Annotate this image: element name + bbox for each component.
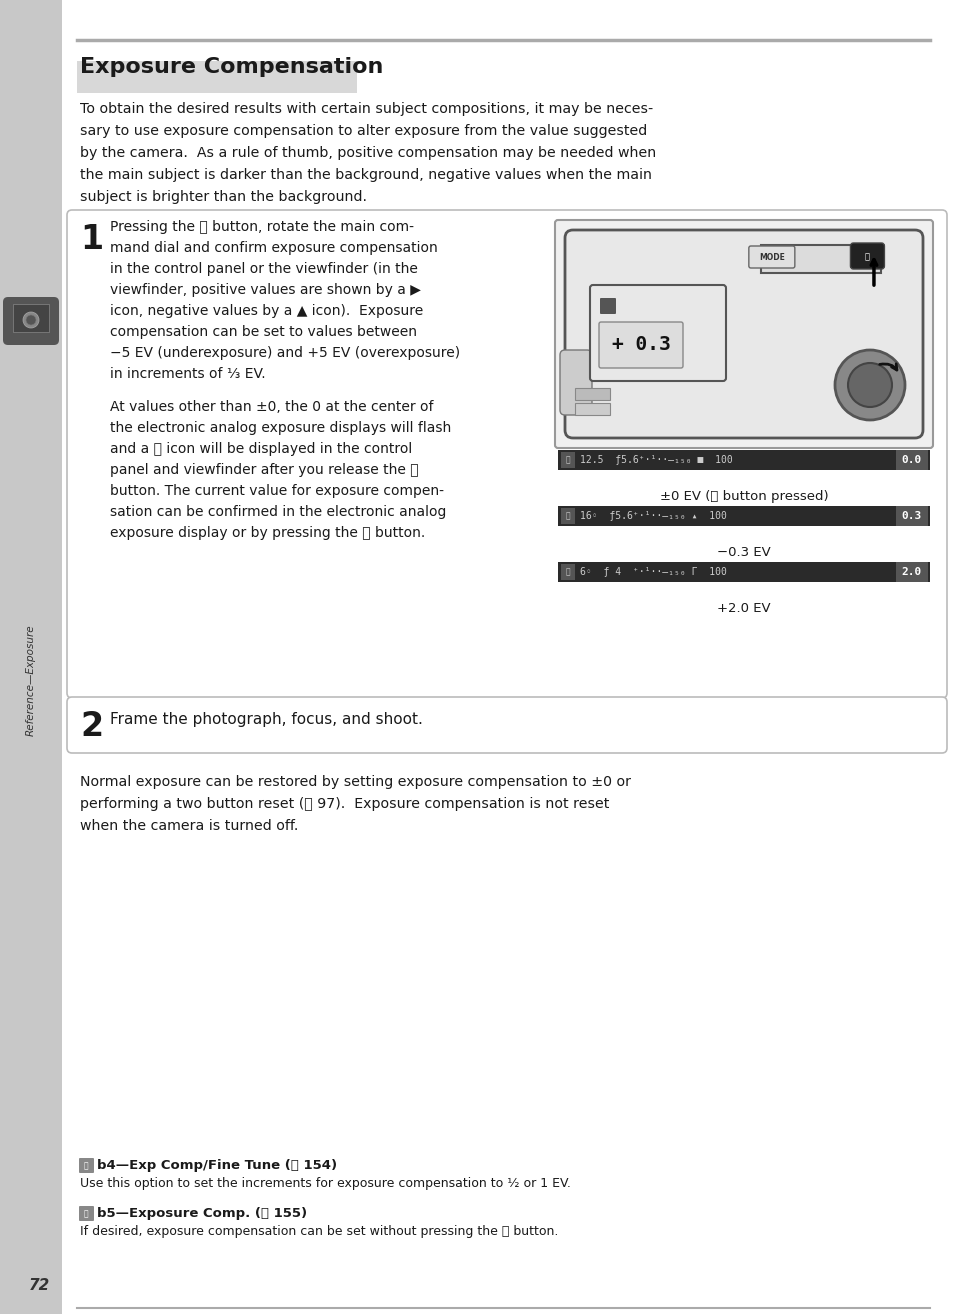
Bar: [560, 564, 575, 579]
Text: 6◦  ƒ 4  ⁺·¹··–₁₅₀ Γ  100: 6◦ ƒ 4 ⁺·¹··–₁₅₀ Γ 100: [579, 568, 726, 577]
Bar: [0, 0, 62, 1314]
Text: viewfinder, positive values are shown by a ▶: viewfinder, positive values are shown by…: [110, 283, 420, 297]
Bar: [560, 509, 575, 524]
Circle shape: [26, 315, 36, 325]
Text: ⓪: ⓪: [84, 1162, 89, 1171]
Text: sation can be confirmed in the electronic analog: sation can be confirmed in the electroni…: [110, 505, 446, 519]
Text: If desired, exposure compensation can be set without pressing the ⓪ button.: If desired, exposure compensation can be…: [80, 1225, 558, 1238]
Text: MODE: MODE: [758, 254, 784, 263]
Bar: [895, 506, 927, 526]
Text: 0.0: 0.0: [901, 455, 922, 465]
Text: Normal exposure can be restored by setting exposure compensation to ±0 or: Normal exposure can be restored by setti…: [80, 775, 630, 788]
FancyBboxPatch shape: [598, 322, 682, 368]
Text: compensation can be set to values between: compensation can be set to values betwee…: [110, 325, 416, 339]
Bar: [13, 304, 49, 332]
Text: by the camera.  As a rule of thumb, positive compensation may be needed when: by the camera. As a rule of thumb, posit…: [80, 146, 656, 160]
Bar: [895, 562, 927, 582]
Text: −0.3 EV: −0.3 EV: [717, 547, 770, 558]
Text: + 0.3: + 0.3: [611, 335, 670, 353]
Text: icon, negative values by a ▲ icon).  Exposure: icon, negative values by a ▲ icon). Expo…: [110, 304, 423, 318]
Text: b4—Exp Comp/Fine Tune (⓪ 154): b4—Exp Comp/Fine Tune (⓪ 154): [97, 1159, 336, 1172]
Bar: [560, 452, 575, 468]
Bar: [558, 449, 929, 470]
Text: the electronic analog exposure displays will flash: the electronic analog exposure displays …: [110, 420, 451, 435]
FancyBboxPatch shape: [599, 298, 616, 314]
Bar: [575, 388, 609, 399]
FancyBboxPatch shape: [67, 210, 946, 698]
Text: 12.5  ƒ5.6⁺·¹··–₁₅₀ ■  100: 12.5 ƒ5.6⁺·¹··–₁₅₀ ■ 100: [579, 455, 732, 465]
Text: Frame the photograph, focus, and shoot.: Frame the photograph, focus, and shoot.: [110, 712, 422, 727]
Text: 2.0: 2.0: [901, 568, 922, 577]
Bar: [895, 449, 927, 470]
Bar: [77, 60, 356, 93]
FancyBboxPatch shape: [67, 696, 946, 753]
Text: ⓪: ⓪: [565, 511, 570, 520]
Text: Exposure Compensation: Exposure Compensation: [80, 57, 383, 78]
Text: b5—Exposure Comp. (⓪ 155): b5—Exposure Comp. (⓪ 155): [97, 1208, 307, 1219]
Bar: [760, 244, 880, 273]
FancyBboxPatch shape: [555, 219, 932, 448]
Bar: [575, 403, 609, 415]
Text: in the control panel or the viewfinder (in the: in the control panel or the viewfinder (…: [110, 261, 417, 276]
Text: ⓪: ⓪: [565, 568, 570, 577]
Text: in increments of ⅓ EV.: in increments of ⅓ EV.: [110, 367, 265, 381]
FancyBboxPatch shape: [849, 243, 883, 269]
Text: ±0 EV (⓪ button pressed): ±0 EV (⓪ button pressed): [659, 490, 827, 503]
Text: the main subject is darker than the background, negative values when the main: the main subject is darker than the back…: [80, 168, 651, 183]
Text: 1: 1: [80, 223, 103, 256]
FancyBboxPatch shape: [589, 285, 725, 381]
Text: −5 EV (underexposure) and +5 EV (overexposure): −5 EV (underexposure) and +5 EV (overexp…: [110, 346, 459, 360]
FancyBboxPatch shape: [79, 1158, 94, 1173]
Circle shape: [834, 350, 904, 420]
FancyBboxPatch shape: [3, 297, 59, 346]
Text: when the camera is turned off.: when the camera is turned off.: [80, 819, 298, 833]
Text: At values other than ±0, the 0 at the center of: At values other than ±0, the 0 at the ce…: [110, 399, 433, 414]
Text: ⓪: ⓪: [864, 252, 869, 261]
Circle shape: [23, 311, 39, 328]
FancyBboxPatch shape: [559, 350, 592, 415]
FancyBboxPatch shape: [748, 246, 794, 268]
Text: +2.0 EV: +2.0 EV: [717, 602, 770, 615]
Bar: [558, 506, 929, 526]
Text: ⓪: ⓪: [565, 456, 570, 465]
FancyBboxPatch shape: [79, 1206, 94, 1221]
Text: subject is brighter than the background.: subject is brighter than the background.: [80, 191, 367, 204]
Text: 16◦  ƒ5.6⁺·¹··–₁₅₀ ▴  100: 16◦ ƒ5.6⁺·¹··–₁₅₀ ▴ 100: [579, 511, 726, 520]
Text: 72: 72: [29, 1277, 50, 1293]
Text: sary to use exposure compensation to alter exposure from the value suggested: sary to use exposure compensation to alt…: [80, 124, 646, 138]
Circle shape: [847, 363, 891, 407]
Text: Use this option to set the increments for exposure compensation to ½ or 1 EV.: Use this option to set the increments fo…: [80, 1177, 570, 1190]
Text: performing a two button reset (⓪ 97).  Exposure compensation is not reset: performing a two button reset (⓪ 97). Ex…: [80, 798, 609, 811]
Text: and a ⓪ icon will be displayed in the control: and a ⓪ icon will be displayed in the co…: [110, 442, 412, 456]
Text: exposure display or by pressing the ⓪ button.: exposure display or by pressing the ⓪ bu…: [110, 526, 425, 540]
Text: 0.3: 0.3: [901, 511, 922, 520]
Text: ⓪: ⓪: [84, 1209, 89, 1218]
Text: mand dial and confirm exposure compensation: mand dial and confirm exposure compensat…: [110, 240, 437, 255]
Text: Pressing the ⓪ button, rotate the main com-: Pressing the ⓪ button, rotate the main c…: [110, 219, 414, 234]
Text: 2: 2: [80, 710, 103, 742]
FancyBboxPatch shape: [564, 230, 923, 438]
Text: button. The current value for exposure compen-: button. The current value for exposure c…: [110, 484, 443, 498]
Text: panel and viewfinder after you release the ⓪: panel and viewfinder after you release t…: [110, 463, 418, 477]
Text: To obtain the desired results with certain subject compositions, it may be neces: To obtain the desired results with certa…: [80, 102, 653, 116]
Text: Reference—Exposure: Reference—Exposure: [26, 624, 36, 736]
Bar: [558, 562, 929, 582]
